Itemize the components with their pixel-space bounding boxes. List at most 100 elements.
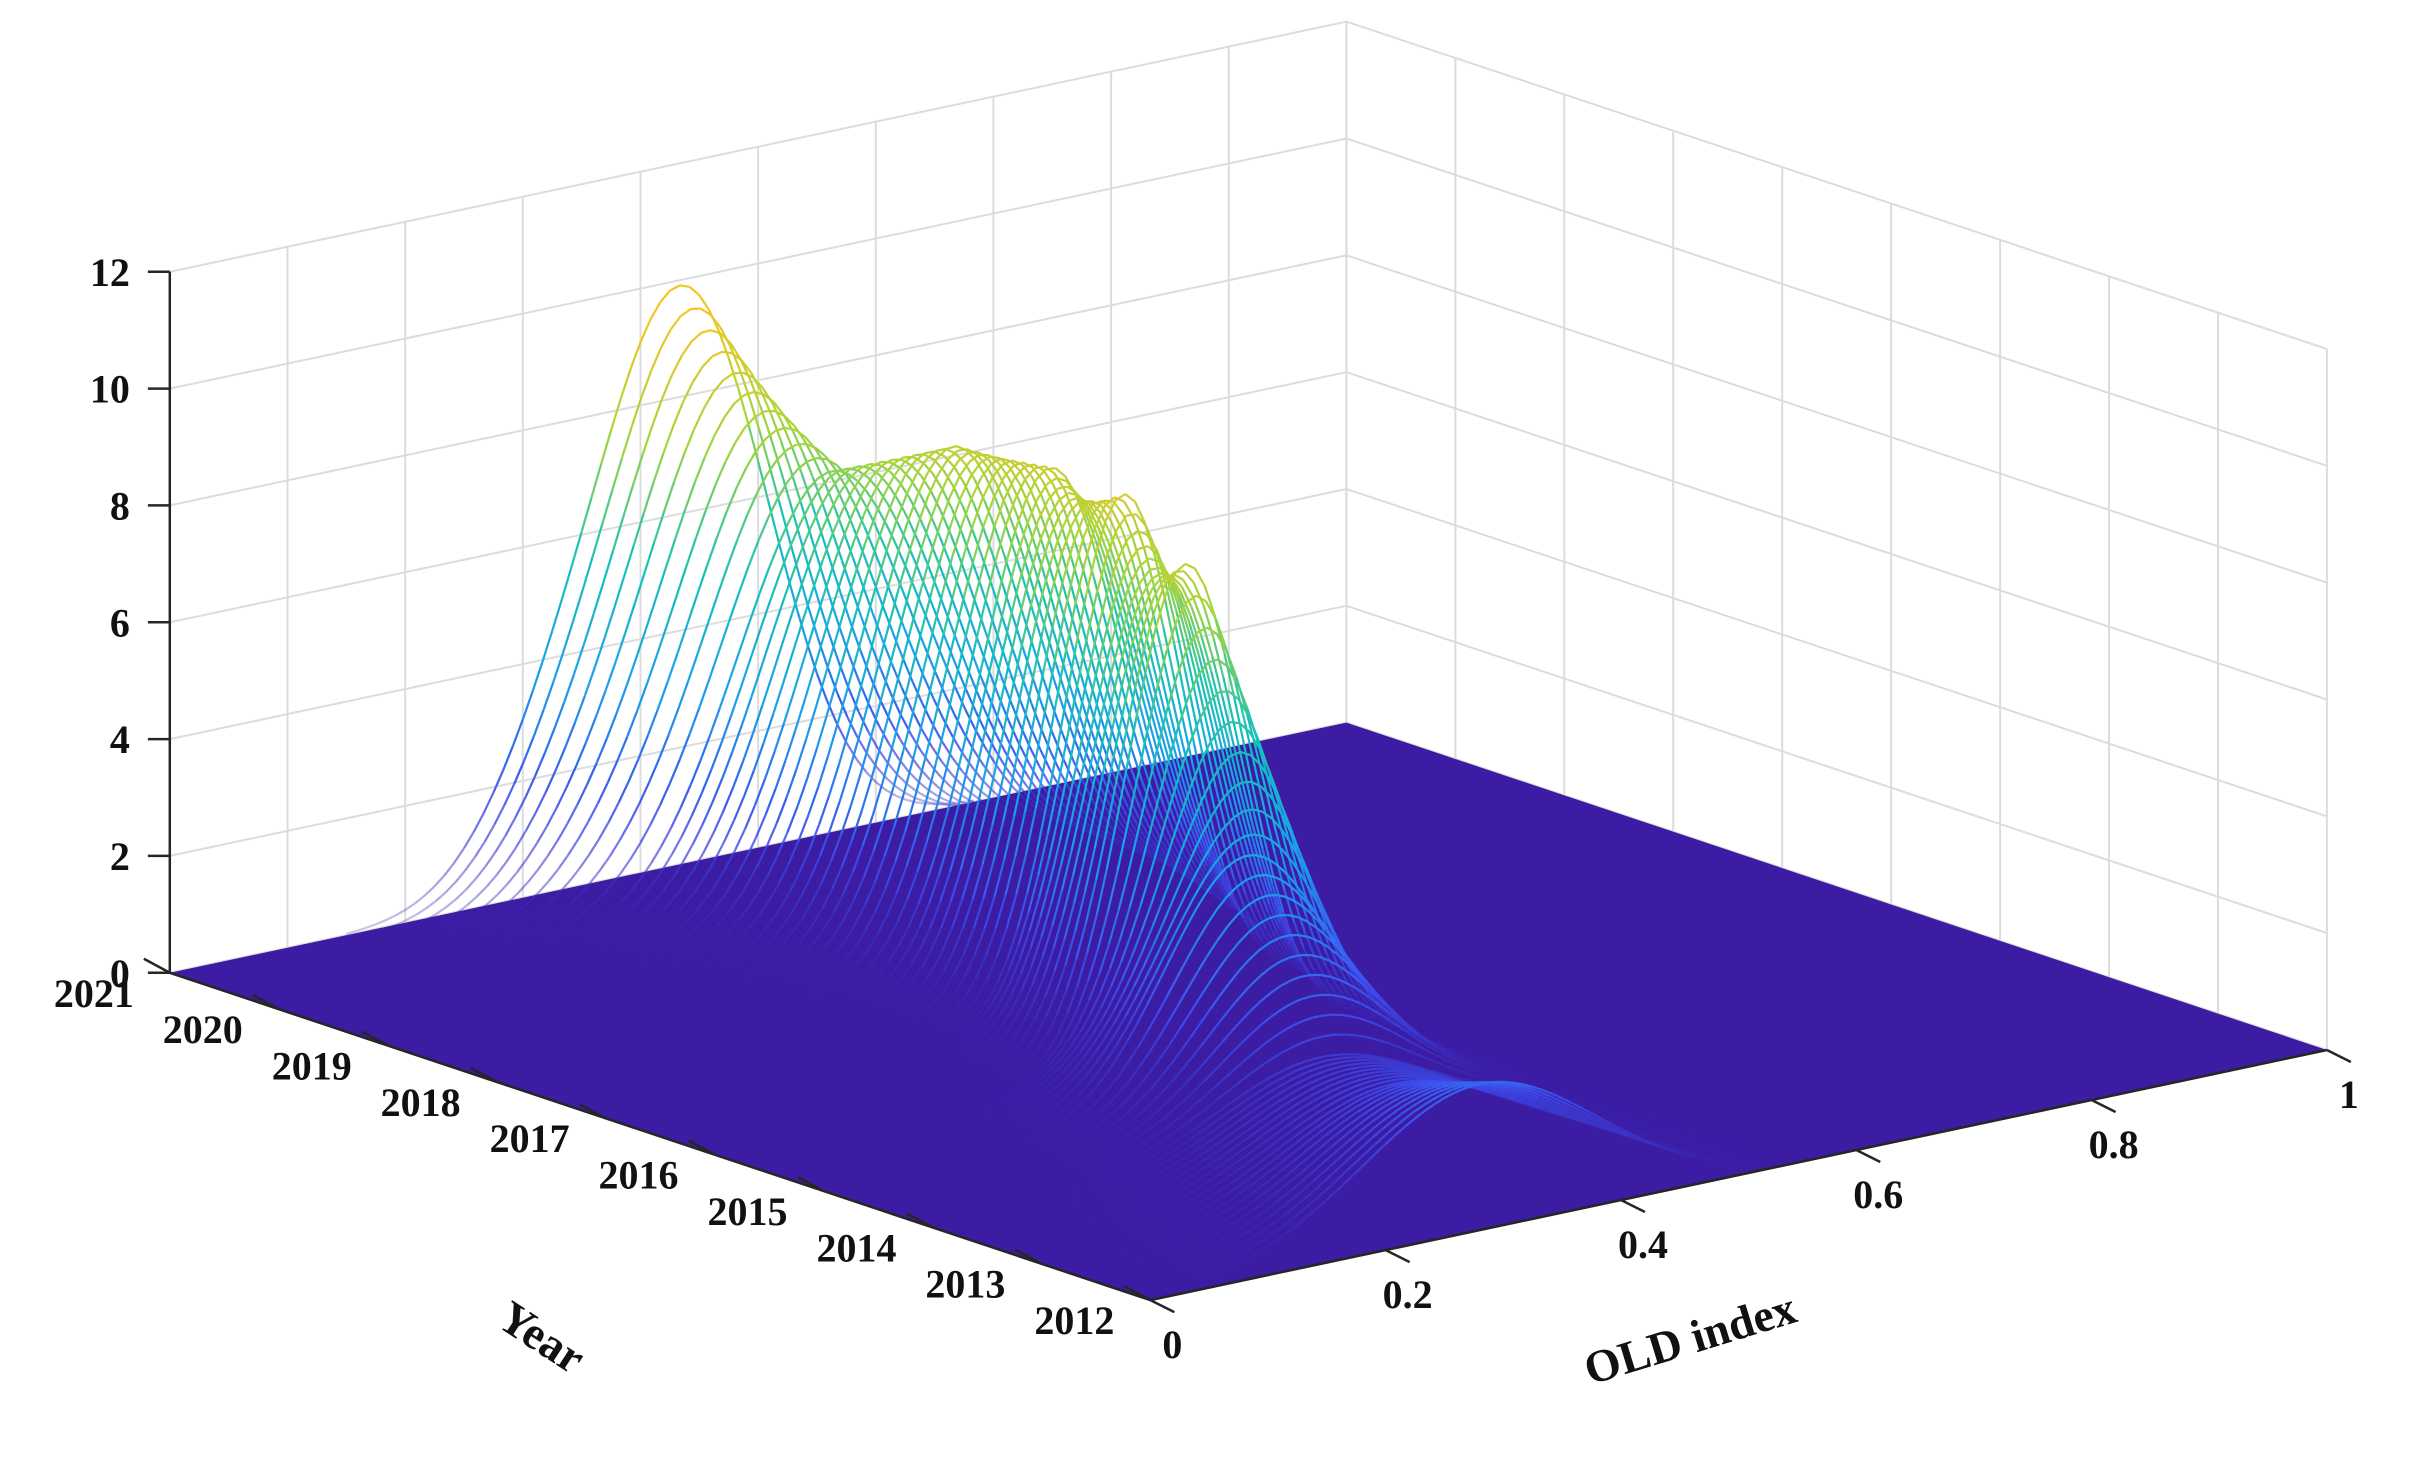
surface-line	[1313, 911, 1326, 927]
surface-line	[828, 597, 841, 629]
surface-line	[769, 573, 781, 602]
surface-line	[1130, 558, 1143, 595]
surface-line	[1129, 1168, 1140, 1176]
surface-line	[1199, 885, 1211, 894]
surface-line	[724, 442, 737, 463]
surface-line	[1248, 841, 1261, 876]
surface-line	[1055, 697, 1068, 753]
surface-line	[747, 423, 760, 462]
surface-line	[562, 936, 574, 943]
surface-line	[746, 866, 758, 886]
surface-line	[1164, 572, 1177, 595]
surface-line	[864, 546, 877, 580]
surface-line	[783, 415, 795, 427]
surface-line	[1403, 1077, 1413, 1080]
surface-line	[388, 938, 399, 944]
surface-line	[1217, 1112, 1229, 1121]
surface-line	[828, 469, 840, 479]
surface-line	[1196, 1118, 1208, 1128]
surface-line	[1169, 853, 1181, 869]
surface-line	[592, 582, 605, 615]
surface-line	[732, 761, 744, 788]
surface-line	[1338, 964, 1350, 974]
surface-line	[983, 1169, 994, 1175]
surface-line	[1040, 1068, 1052, 1079]
surface-line	[1119, 935, 1132, 963]
surface-line	[703, 434, 716, 458]
surface-line	[1421, 1055, 1432, 1062]
surface-line	[762, 393, 775, 403]
surface-line	[581, 556, 594, 591]
surface-line	[782, 948, 794, 960]
surface-line	[532, 709, 545, 737]
surface-line	[974, 1063, 986, 1071]
surface-line	[1024, 467, 1036, 481]
surface-line	[860, 778, 873, 812]
surface-line	[545, 807, 558, 827]
surface-line	[797, 815, 810, 842]
surface-line	[574, 948, 586, 955]
surface-line	[855, 929, 867, 947]
surface-line	[1247, 1098, 1259, 1108]
surface-line	[971, 767, 984, 781]
surface-line	[903, 627, 915, 654]
surface-line	[1426, 1039, 1438, 1048]
surface-line	[1012, 1096, 1024, 1104]
surface-line	[1380, 1025, 1392, 1033]
surface-line	[1123, 1129, 1135, 1138]
surface-line	[1701, 1132, 1712, 1136]
surface-line	[1170, 1050, 1182, 1065]
surface-line	[855, 757, 867, 773]
surface-line	[1082, 512, 1095, 537]
surface-line	[571, 589, 584, 623]
surface-line	[1148, 669, 1161, 709]
surface-line	[990, 1155, 1002, 1161]
surface-line	[479, 928, 491, 936]
surface-line	[842, 1020, 854, 1026]
surface-line	[1251, 780, 1262, 788]
surface-line	[984, 928, 997, 957]
surface-line	[1215, 767, 1228, 810]
surface-line	[472, 812, 485, 833]
surface-line	[647, 953, 659, 961]
surface-line	[1657, 1117, 1668, 1121]
surface-line	[1008, 959, 1021, 984]
surface-line	[1082, 1137, 1094, 1146]
surface-line	[1281, 829, 1293, 846]
surface-line	[1029, 1194, 1040, 1200]
surface-line	[616, 735, 629, 761]
surface-line	[856, 617, 869, 654]
surface-line	[1592, 1096, 1603, 1100]
surface-line	[1068, 750, 1081, 798]
surface-line	[1376, 1061, 1387, 1065]
surface-line	[1559, 1085, 1570, 1089]
surface-line	[1000, 995, 1012, 1014]
surface-line	[526, 842, 538, 859]
surface-line	[1074, 891, 1087, 932]
surface-line	[683, 429, 695, 455]
surface-line	[984, 800, 995, 805]
surface-line	[1323, 976, 1336, 993]
surface-line	[1072, 1048, 1084, 1062]
surface-line	[1238, 958, 1251, 971]
surface-line	[1353, 1009, 1365, 1016]
surface-line	[436, 905, 448, 915]
surface-line	[1183, 1090, 1195, 1102]
surface-line	[823, 463, 836, 484]
surface-line	[1032, 1082, 1044, 1092]
surface-line	[1391, 1017, 1403, 1028]
surface-line	[1669, 1126, 1680, 1129]
surface-line	[850, 476, 863, 493]
surface-line	[1148, 557, 1160, 563]
surface-line	[651, 869, 664, 885]
surface-line	[952, 1058, 964, 1066]
surface-line	[646, 943, 658, 951]
surface-line	[729, 937, 741, 948]
surface-line	[989, 1092, 1001, 1099]
surface-line	[819, 829, 832, 856]
surface-line	[1236, 904, 1249, 916]
surface-line	[1031, 956, 1044, 985]
surface-line	[1176, 603, 1189, 641]
surface-line	[1081, 503, 1094, 520]
surface-line	[658, 958, 670, 965]
